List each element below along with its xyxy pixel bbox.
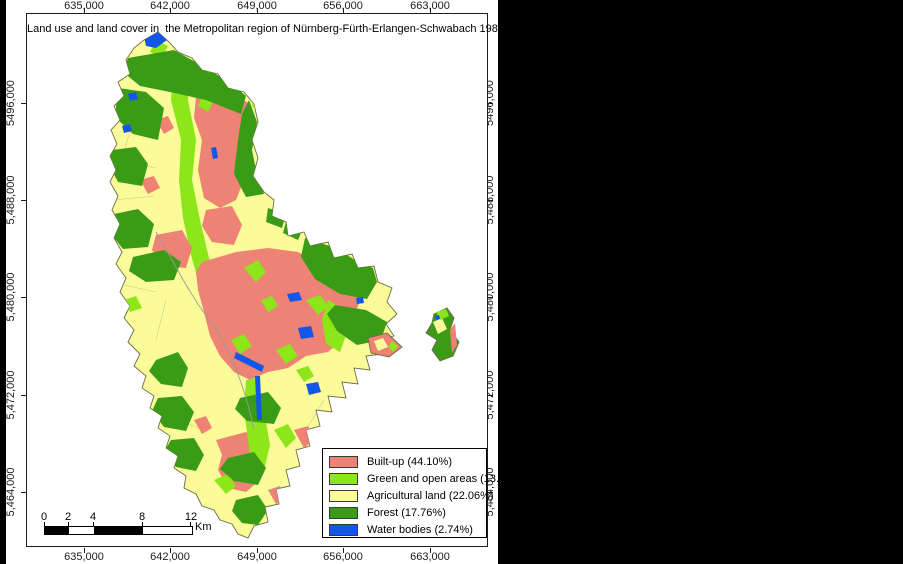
scale-tick (68, 522, 69, 526)
axis-tick (170, 8, 171, 13)
axis-tick (84, 548, 85, 553)
legend-label: Forest (17.76%) (367, 506, 446, 519)
axis-label-left: 5,464,000 (5, 467, 17, 517)
axis-tick (21, 103, 26, 104)
axis-label-bottom: 649,000 (237, 551, 277, 563)
axis-tick (170, 548, 171, 553)
axis-label-bottom: 663,000 (410, 551, 450, 563)
legend-item-agricultural: Agricultural land (22.06%) (329, 487, 494, 504)
axis-label-bottom: 656,000 (323, 551, 363, 563)
axis-tick (488, 492, 493, 493)
legend-label: Agricultural land (22.06%) (367, 489, 494, 502)
axis-label-left: 5,472,000 (5, 370, 17, 420)
scale-number: 0 (40, 511, 48, 523)
legend-item-green-open: Green and open areas (13.32%) (329, 470, 525, 487)
axis-label-bottom: 642,000 (150, 551, 190, 563)
axis-tick (488, 200, 493, 201)
axis-tick (21, 297, 26, 298)
axis-label-top: 663,000 (410, 0, 450, 12)
legend-label: Built-up (44.10%) (367, 455, 452, 468)
axis-label-top: 642,000 (150, 0, 190, 12)
fragment-region (367, 332, 403, 358)
legend-item-built-up: Built-up (44.10%) (329, 453, 486, 470)
legend-swatch-water (329, 523, 358, 536)
scale-tick (44, 522, 45, 526)
axis-tick (257, 548, 258, 553)
legend-swatch-agricultural (329, 489, 358, 502)
axis-label-left: 5,480,000 (5, 272, 17, 322)
axis-label-top: 649,000 (237, 0, 277, 12)
scale-number: 2 (64, 511, 72, 523)
legend-label: Green and open areas (13.32%) (367, 472, 525, 485)
scale-unit: Km (195, 521, 212, 533)
exclave-region (425, 307, 460, 362)
map-sheet: 635,000 642,000 649,000 656,000 663,000 … (5, 0, 525, 564)
axis-tick (21, 200, 26, 201)
axis-tick (21, 395, 26, 396)
axis-label-left: 5,488,000 (5, 175, 17, 225)
scale-bar-segments (44, 526, 193, 535)
axis-tick (343, 8, 344, 13)
axis-tick (488, 103, 493, 104)
legend-swatch-green-open (329, 472, 358, 485)
legend-label: Water bodies (2.74%) (367, 523, 473, 536)
axis-tick (257, 8, 258, 13)
axis-tick (488, 297, 493, 298)
axis-tick (84, 8, 85, 13)
axis-label-left: 5496,000 (5, 80, 17, 126)
map-canvas (109, 31, 460, 539)
axis-tick (430, 8, 431, 13)
legend-swatch-built-up (329, 455, 358, 468)
legend-swatch-forest (329, 506, 358, 519)
axis-label-top: 635,000 (64, 0, 104, 12)
legend-box: Built-up (44.10%) Green and open areas (… (322, 448, 525, 538)
axis-tick (21, 492, 26, 493)
scale-number: 12 (184, 511, 198, 523)
axis-label-bottom: 635,000 (64, 551, 104, 563)
map-title: Land use and land cover in the Metropoli… (27, 23, 504, 35)
legend-item-water: Water bodies (2.74%) (329, 521, 486, 538)
axis-tick (488, 395, 493, 396)
axis-label-top: 656,000 (323, 0, 363, 12)
road-lines (155, 231, 255, 431)
axis-tick (430, 548, 431, 553)
scale-tick (93, 522, 94, 526)
scale-tick (142, 522, 143, 526)
legend-item-forest: Forest (17.76%) (329, 504, 486, 521)
scale-number: 4 (89, 511, 97, 523)
scale-number: 8 (138, 511, 146, 523)
axis-tick (343, 548, 344, 553)
scale-tick (190, 522, 191, 526)
